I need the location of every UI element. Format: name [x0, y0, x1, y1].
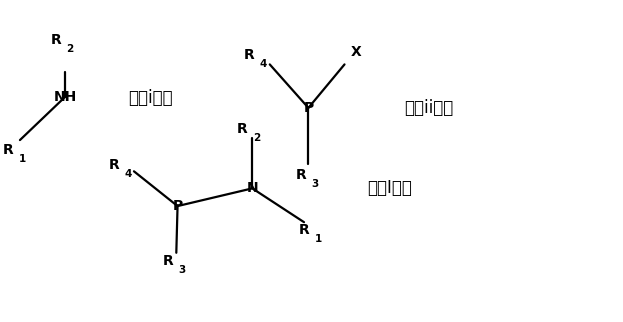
Text: 3: 3 [178, 265, 186, 275]
Text: 2: 2 [66, 44, 74, 54]
Text: 4: 4 [259, 59, 267, 69]
Text: 1: 1 [315, 234, 322, 244]
Text: R: R [50, 33, 61, 47]
Text: NH: NH [54, 90, 77, 104]
Text: P: P [173, 199, 183, 213]
Text: 式（ii）；: 式（ii）； [404, 99, 453, 117]
Text: R: R [163, 254, 173, 269]
Text: 3: 3 [312, 179, 319, 189]
Text: R: R [3, 143, 14, 157]
Text: 式（I）；: 式（I）； [368, 179, 412, 197]
Text: R: R [296, 168, 307, 183]
Text: R: R [244, 48, 254, 62]
Text: P: P [303, 101, 313, 115]
Text: N: N [247, 181, 258, 195]
Text: R: R [109, 158, 120, 172]
Text: R: R [237, 122, 248, 136]
Text: 2: 2 [253, 133, 260, 143]
Text: 式（i）；: 式（i）； [128, 89, 173, 107]
Text: X: X [351, 44, 361, 59]
Text: R: R [299, 223, 310, 237]
Text: 4: 4 [125, 169, 132, 179]
Text: 1: 1 [19, 154, 26, 164]
